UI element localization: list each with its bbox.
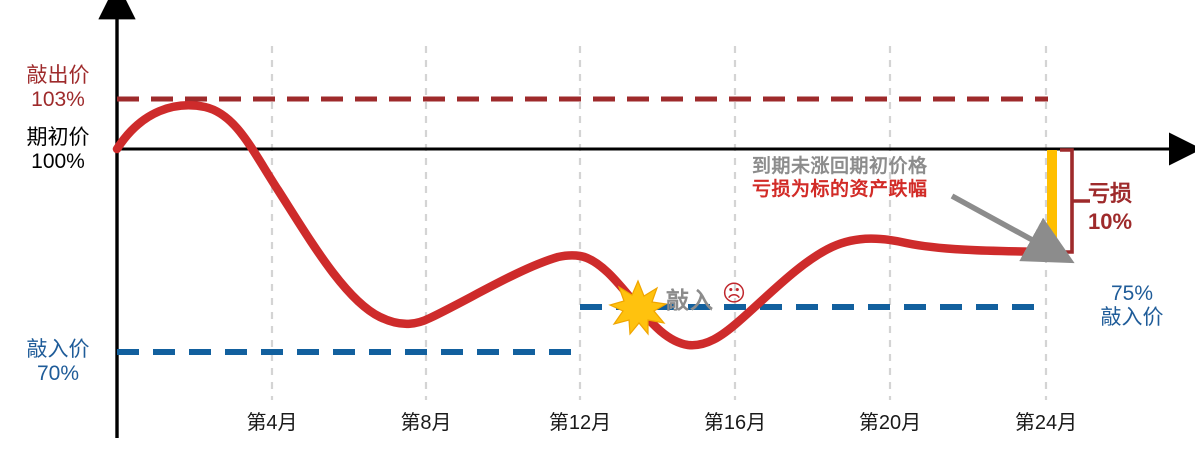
knock-out-axis-label: 敲出价 103% <box>6 64 110 111</box>
loss-title: 亏损 <box>1088 181 1133 206</box>
price-curve <box>112 101 1051 350</box>
loss-value: 10% <box>1088 208 1133 234</box>
gridlines <box>270 46 1048 400</box>
knock-in-75-value: 75% <box>1110 282 1154 305</box>
x-tick-month-16: 第16月 <box>703 412 767 434</box>
sad-face-icon: ☹ <box>722 280 746 306</box>
x-tick-month-12: 第12月 <box>548 412 612 434</box>
x-tick-month-4: 第4月 <box>246 412 298 434</box>
x-tick-month-24: 第24月 <box>1014 412 1078 434</box>
loss-label: 亏损 10% <box>1088 180 1184 235</box>
loss-bar <box>1047 150 1057 252</box>
knock-out-title: 敲出价 <box>26 64 90 87</box>
knock-in-event-label: 敲入 <box>666 287 714 313</box>
initial-price-axis-label: 期初价 100% <box>6 126 110 173</box>
initial-price-value: 100% <box>31 149 85 173</box>
x-tick-month-8: 第8月 <box>400 412 452 434</box>
maturity-callout-line1: 到期未涨回期初价格 <box>752 156 928 177</box>
knock-out-value: 103% <box>31 87 85 111</box>
loss-bracket <box>1060 148 1090 254</box>
knock-in-75-label: 75% 敲入价 <box>1072 282 1192 330</box>
initial-price-title: 期初价 <box>26 126 90 149</box>
callout-arrow <box>950 193 1075 264</box>
knock-in-starburst-icon <box>608 279 668 336</box>
x-tick-month-20: 第20月 <box>858 412 922 434</box>
knock-in-value: 70% <box>36 361 80 385</box>
knock-in-axis-label: 敲入价 70% <box>6 338 110 385</box>
knock-in-75-title: 敲入价 <box>1100 306 1164 330</box>
maturity-callout-line2: 亏损为标的资产跌幅 <box>752 178 928 200</box>
maturity-callout: 到期未涨回期初价格 亏损为标的资产跌幅 <box>752 156 928 202</box>
knock-in-title: 敲入价 <box>26 338 90 361</box>
